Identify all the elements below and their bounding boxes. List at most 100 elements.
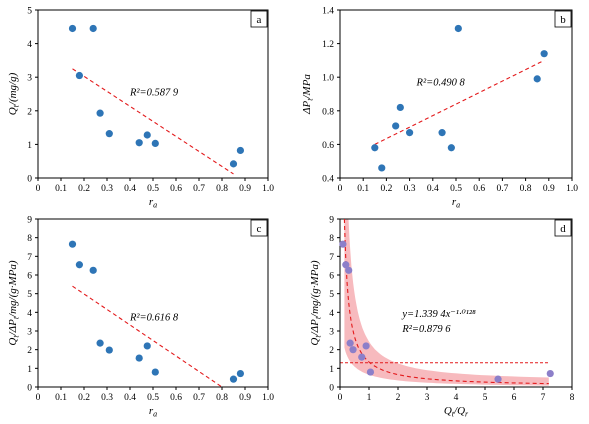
data-point (349, 346, 357, 354)
data-point (438, 129, 446, 137)
x-tick-label: 0.7 (193, 393, 205, 403)
chart-panel-a: 0 0.1 0.2 0.3 0.4 0.5 0.6 0.7 0.8 0.9 1.0 0 1 2 3 4 5 ra Q… (7, 7, 274, 210)
data-point (339, 240, 347, 248)
fit-annotation: R²=0.490 8 (416, 78, 466, 89)
x-tick-label: 0.9 (239, 393, 251, 403)
x-tick-label: 0.6 (473, 184, 485, 194)
x-tick-label: 2 (396, 393, 401, 403)
panel-label: c (257, 223, 262, 235)
x-tick-label: 4 (454, 393, 459, 403)
chart-panel-b: 0 0.1 0.2 0.3 0.4 0.5 0.6 0.7 0.8 0.9 1.0 0.4 0.6 0.8… (301, 7, 578, 210)
x-tick-label: 1.0 (566, 184, 578, 194)
x-tick-label: 0.3 (404, 184, 416, 194)
x-tick-label: 0 (338, 184, 343, 194)
x-tick-label: 0 (338, 393, 343, 403)
y-tick-label: 2 (329, 346, 334, 356)
y-tick-label: 4 (329, 309, 334, 319)
x-tick-label: 0.7 (496, 184, 508, 194)
x-tick-label: 0.3 (101, 184, 113, 194)
y-tick-label: 7 (329, 253, 334, 263)
x-tick-label: 0.6 (170, 393, 182, 403)
y-tick-label: 5 (27, 7, 32, 17)
y-tick-label: 1 (27, 141, 32, 151)
x-axis-label: Qt/Qr (444, 405, 469, 419)
plot-frame (339, 9, 573, 179)
y-tick-label: 0.6 (322, 141, 334, 151)
y-tick-label: 0.4 (322, 175, 334, 185)
y-tick-label: 1.2 (322, 40, 334, 50)
x-tick-label: 0.9 (543, 184, 555, 194)
x-tick-label: 0.7 (193, 184, 205, 194)
x-tick-label: 1 (367, 393, 372, 403)
data-point (96, 339, 104, 347)
y-tick-label: 3 (27, 328, 32, 338)
data-point (494, 375, 502, 383)
x-tick-label: 0.9 (239, 184, 251, 194)
x-tick-label: 1.0 (262, 393, 274, 403)
y-tick-label: 6 (27, 272, 32, 282)
panel-label-box (554, 219, 572, 237)
x-tick-label: 0.8 (216, 184, 228, 194)
y-tick-label: 9 (27, 216, 32, 226)
x-tick-label: 0.5 (147, 184, 159, 194)
data-point (75, 71, 83, 80)
data-point (378, 164, 386, 172)
data-point (229, 375, 238, 383)
x-tick-label: 0.2 (78, 393, 90, 403)
y-tick-label: 8 (27, 234, 32, 244)
data-point (366, 368, 375, 376)
x-tick-label: 0.8 (216, 393, 228, 403)
confidence-band (344, 219, 549, 386)
y-tick-label: 2 (27, 346, 32, 356)
y-tick-label: 0 (27, 384, 32, 394)
y-tick-label: 0 (329, 384, 334, 394)
data-point (447, 144, 455, 152)
data-point (345, 266, 353, 274)
data-point (89, 266, 97, 274)
x-tick-label: 0.2 (78, 184, 90, 194)
chart-panel-d: 0 1 2 3 4 5 6 7 8 0 1 2 3 4 5 6 7 8 9 Qt/Qr Qt/ΔPt/mg/(g·MPa… (309, 216, 575, 419)
x-axis-label: ra (452, 196, 460, 210)
y-tick-label: 1.0 (322, 74, 334, 84)
y-tick-label: 5 (329, 290, 334, 300)
fit-annotation: y=1.339 4x⁻¹·⁰¹²⁸ (401, 309, 476, 320)
data-point (75, 261, 83, 269)
fit-line (72, 285, 223, 388)
data-point (105, 130, 113, 138)
panel-label-box (554, 10, 572, 28)
y-tick-label: 6 (329, 272, 334, 282)
data-point (236, 146, 244, 155)
y-tick-label: 0.8 (322, 107, 334, 117)
data-point (105, 346, 113, 354)
data-point (396, 103, 404, 112)
y-axis-label: Qt/ΔPt/mg/(g·MPa) (309, 260, 323, 346)
x-tick-label: 0.8 (520, 184, 532, 194)
panel-label: b (560, 14, 566, 26)
x-tick-label: 0.1 (55, 184, 67, 194)
x-tick-label: 0.5 (147, 393, 159, 403)
x-tick-label: 0.3 (101, 393, 113, 403)
x-tick-label: 8 (570, 393, 575, 403)
y-tick-label: 8 (329, 234, 334, 244)
data-point (546, 369, 554, 378)
x-tick-label: 0.4 (427, 184, 439, 194)
data-point (89, 24, 97, 33)
data-point (346, 339, 354, 347)
data-point (454, 24, 462, 33)
y-tick-label: 9 (329, 216, 334, 226)
x-tick-label: 0 (36, 393, 41, 403)
y-axis-label: Qt/ΔPt/mg/(g·MPa) (7, 260, 21, 346)
chart-panel-c: 0 0.1 0.2 0.3 0.4 0.5 0.6 0.7 0.8 0.9 1.0 0 1 2 3 4 5 6 7 8… (7, 216, 274, 419)
x-axis-label: ra (149, 405, 157, 419)
x-tick-label: 7 (541, 393, 546, 403)
y-tick-label: 3 (27, 74, 32, 84)
y-tick-label: 1 (329, 365, 334, 375)
data-point (143, 131, 151, 139)
x-tick-label: 0.2 (380, 184, 392, 194)
x-tick-label: 0.5 (450, 184, 462, 194)
x-tick-label: 3 (425, 393, 430, 403)
x-tick-label: 5 (483, 393, 488, 403)
panel-label: a (257, 14, 262, 26)
data-point (151, 139, 159, 147)
